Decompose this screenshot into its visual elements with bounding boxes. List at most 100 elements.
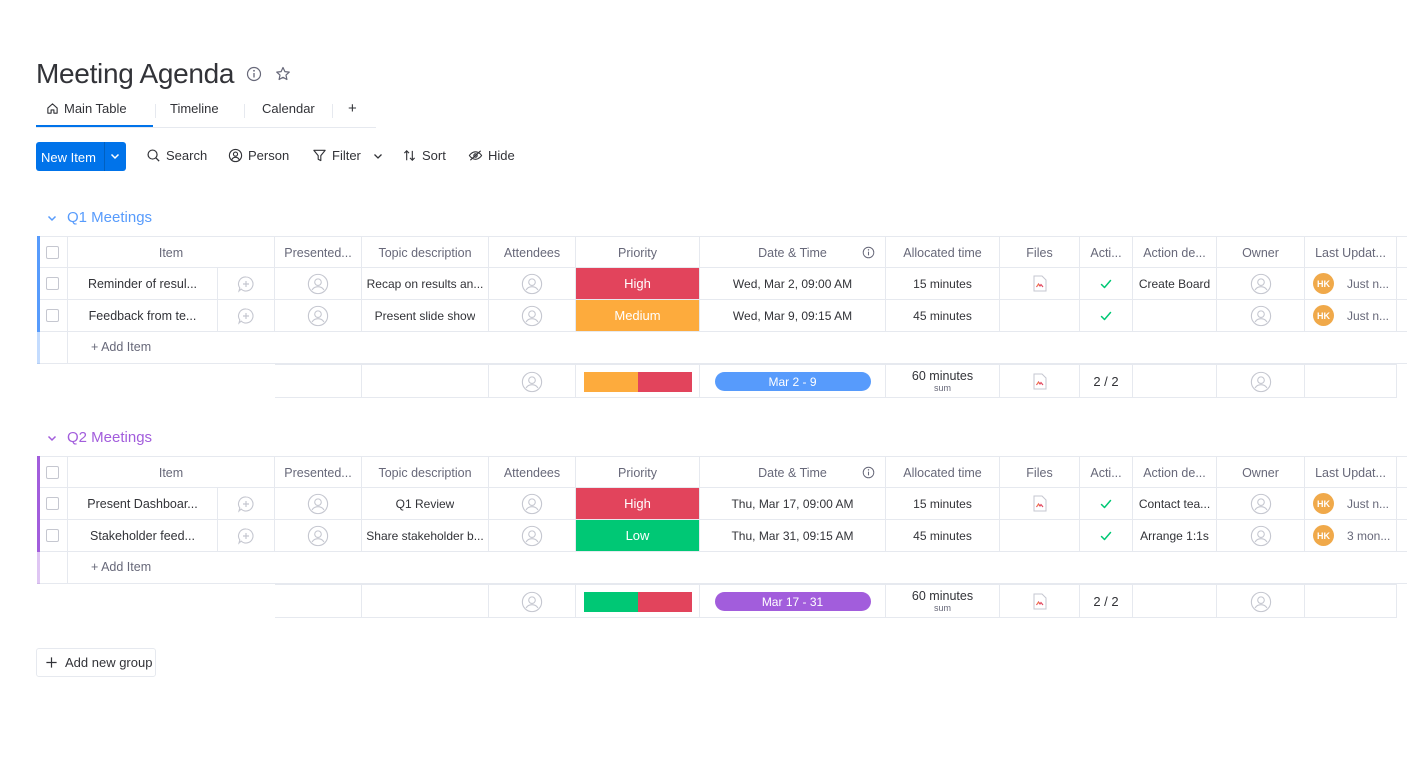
column-header-allocated-time[interactable]: Allocated time <box>886 237 1000 268</box>
chevron-down-icon[interactable] <box>46 432 58 444</box>
allocated-time-cell[interactable]: 45 minutes <box>886 300 1000 331</box>
allocated-time-cell[interactable]: 45 minutes <box>886 520 1000 551</box>
column-header-topic[interactable]: Topic description <box>362 237 489 268</box>
group-header[interactable]: Q2 Meetings <box>46 429 152 446</box>
action-details-cell[interactable]: Arrange 1:1s <box>1133 520 1217 551</box>
item-name[interactable]: Stakeholder feed... <box>68 520 218 551</box>
tab-calendar[interactable]: Calendar <box>262 101 315 116</box>
presenter-cell[interactable] <box>275 520 362 551</box>
files-cell[interactable] <box>1000 488 1080 519</box>
column-header-date-time[interactable]: Date & Time <box>700 237 886 268</box>
info-icon[interactable] <box>862 246 875 259</box>
chevron-down-icon[interactable] <box>372 150 384 162</box>
action-done-cell[interactable] <box>1080 520 1133 551</box>
files-cell[interactable] <box>1000 520 1080 551</box>
new-item-button[interactable]: New Item <box>36 142 126 171</box>
file-icon[interactable] <box>1033 593 1047 610</box>
action-details-cell[interactable]: Create Board <box>1133 268 1217 299</box>
column-header-attendees[interactable]: Attendees <box>489 457 576 488</box>
item-name[interactable]: Reminder of resul... <box>68 268 218 299</box>
allocated-time-cell[interactable]: 15 minutes <box>886 268 1000 299</box>
column-header-item[interactable]: Item <box>68 457 275 488</box>
owner-cell[interactable] <box>1217 520 1305 551</box>
sort-button[interactable]: Sort <box>402 148 446 163</box>
summary-files[interactable] <box>1000 585 1080 618</box>
priority-cell[interactable]: High <box>576 488 700 519</box>
search-button[interactable]: Search <box>146 148 207 163</box>
column-header-files[interactable]: Files <box>1000 237 1080 268</box>
attendees-cell[interactable] <box>489 488 576 519</box>
date-time-cell[interactable]: Thu, Mar 17, 09:00 AM <box>700 488 886 519</box>
star-icon[interactable] <box>275 66 291 82</box>
priority-cell[interactable]: Medium <box>576 300 700 331</box>
tab-timeline[interactable]: Timeline <box>170 101 219 116</box>
column-header-last-updated[interactable]: Last Updat... <box>1305 237 1397 268</box>
column-header-last-updated[interactable]: Last Updat... <box>1305 457 1397 488</box>
add-update-button[interactable] <box>218 300 275 331</box>
info-icon[interactable] <box>862 466 875 479</box>
presenter-cell[interactable] <box>275 488 362 519</box>
summary-priority-distribution[interactable] <box>576 585 700 618</box>
select-all-checkbox[interactable] <box>37 237 68 268</box>
date-time-cell[interactable]: Thu, Mar 31, 09:15 AM <box>700 520 886 551</box>
filter-button[interactable]: Filter <box>312 148 384 163</box>
add-update-button[interactable] <box>218 520 275 551</box>
column-header-presented[interactable]: Presented... <box>275 237 362 268</box>
attendees-cell[interactable] <box>489 520 576 551</box>
topic-cell[interactable]: Present slide show <box>362 300 489 331</box>
table-row[interactable]: Present Dashboar... Q1 Review High Thu, Mar… <box>37 488 1407 520</box>
column-header-actions[interactable]: Acti... <box>1080 237 1133 268</box>
column-header-topic[interactable]: Topic description <box>362 457 489 488</box>
summary-priority-distribution[interactable] <box>576 365 700 398</box>
chevron-down-icon[interactable] <box>46 212 58 224</box>
topic-cell[interactable]: Recap on results an... <box>362 268 489 299</box>
topic-cell[interactable]: Share stakeholder b... <box>362 520 489 551</box>
attendees-cell[interactable] <box>489 268 576 299</box>
summary-timeline[interactable]: Mar 17 - 31 <box>700 585 886 618</box>
summary-attendees[interactable] <box>489 585 576 618</box>
summary-timeline[interactable]: Mar 2 - 9 <box>700 365 886 398</box>
add-item-input[interactable]: + Add Item <box>91 340 152 354</box>
item-name[interactable]: Present Dashboar... <box>68 488 218 519</box>
column-header-priority[interactable]: Priority <box>576 237 700 268</box>
presenter-cell[interactable] <box>275 300 362 331</box>
action-done-cell[interactable] <box>1080 488 1133 519</box>
add-view-button[interactable]: + <box>348 100 357 117</box>
item-name[interactable]: Feedback from te... <box>68 300 218 331</box>
column-header-presented[interactable]: Presented... <box>275 457 362 488</box>
column-header-allocated-time[interactable]: Allocated time <box>886 457 1000 488</box>
action-done-cell[interactable] <box>1080 300 1133 331</box>
add-item-input[interactable]: + Add Item <box>91 560 152 574</box>
select-all-checkbox[interactable] <box>37 457 68 488</box>
row-checkbox[interactable] <box>37 268 68 299</box>
priority-cell[interactable]: High <box>576 268 700 299</box>
summary-files[interactable] <box>1000 365 1080 398</box>
row-checkbox[interactable] <box>37 520 68 551</box>
group-header[interactable]: Q1 Meetings <box>46 209 152 226</box>
info-icon[interactable] <box>246 66 262 82</box>
person-filter-button[interactable]: Person <box>228 148 289 163</box>
row-checkbox[interactable] <box>37 488 68 519</box>
presenter-cell[interactable] <box>275 268 362 299</box>
table-row[interactable]: Reminder of resul... Recap on results an.… <box>37 268 1407 300</box>
column-header-date-time[interactable]: Date & Time <box>700 457 886 488</box>
owner-cell[interactable] <box>1217 488 1305 519</box>
column-header-action-details[interactable]: Action de... <box>1133 237 1217 268</box>
column-header-attendees[interactable]: Attendees <box>489 237 576 268</box>
file-icon[interactable] <box>1033 495 1047 512</box>
summary-owner[interactable] <box>1217 585 1305 618</box>
summary-attendees[interactable] <box>489 365 576 398</box>
column-header-owner[interactable]: Owner <box>1217 457 1305 488</box>
column-header-actions[interactable]: Acti... <box>1080 457 1133 488</box>
topic-cell[interactable]: Q1 Review <box>362 488 489 519</box>
date-time-cell[interactable]: Wed, Mar 9, 09:15 AM <box>700 300 886 331</box>
table-row[interactable]: Stakeholder feed... Share stakeholder b..… <box>37 520 1407 552</box>
file-icon[interactable] <box>1033 373 1047 390</box>
files-cell[interactable] <box>1000 268 1080 299</box>
add-update-button[interactable] <box>218 488 275 519</box>
priority-cell[interactable]: Low <box>576 520 700 551</box>
hide-button[interactable]: Hide <box>468 148 515 163</box>
owner-cell[interactable] <box>1217 268 1305 299</box>
action-details-cell[interactable]: Contact tea... <box>1133 488 1217 519</box>
action-done-cell[interactable] <box>1080 268 1133 299</box>
